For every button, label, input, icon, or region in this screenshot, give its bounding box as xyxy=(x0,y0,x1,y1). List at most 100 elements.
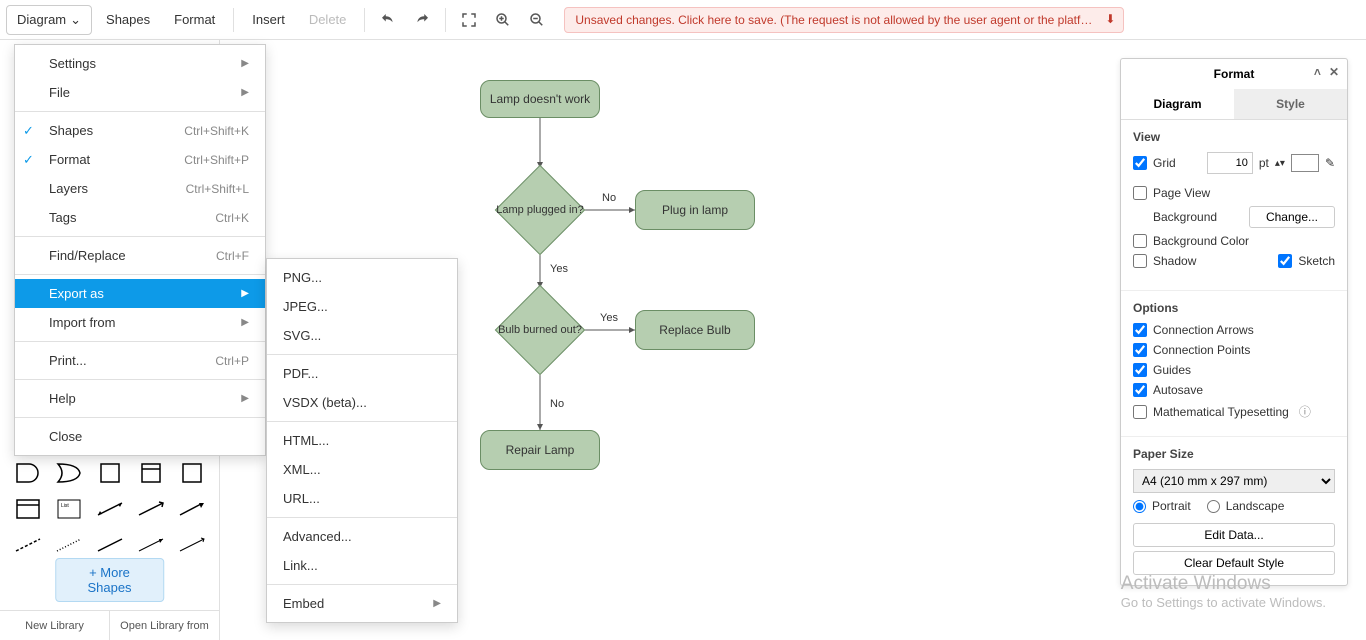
shape-thin-arrow[interactable] xyxy=(133,530,168,560)
pencil-icon[interactable]: ✎ xyxy=(1325,156,1335,170)
open-library-tab[interactable]: Open Library from xyxy=(110,611,220,640)
menu-format[interactable]: Format xyxy=(164,6,225,33)
unsaved-warning[interactable]: Unsaved changes. Click here to save. (Th… xyxy=(564,7,1124,33)
shape-dashed[interactable] xyxy=(10,530,45,560)
diagram-dropdown: Settings▶File▶ ✓ShapesCtrl+Shift+K✓Format… xyxy=(14,44,266,456)
shape-arrow-open[interactable] xyxy=(133,494,168,524)
node-plugin[interactable]: Plug in lamp xyxy=(635,190,755,230)
top-toolbar: Diagram ⌄ Shapes Format Insert Delete Un… xyxy=(0,0,1366,40)
separator xyxy=(364,8,365,32)
node-repair[interactable]: Repair Lamp xyxy=(480,430,600,470)
export-item-vsdx-beta-[interactable]: VSDX (beta)... xyxy=(267,388,457,417)
export-item-url-[interactable]: URL... xyxy=(267,484,457,513)
menu-item-help[interactable]: Help▶ xyxy=(15,384,265,413)
landscape-radio[interactable] xyxy=(1207,500,1220,513)
node-decision-plugged[interactable]: Lamp plugged in? xyxy=(495,165,585,255)
node-replace[interactable]: Replace Bulb xyxy=(635,310,755,350)
zoom-fit-button[interactable] xyxy=(454,5,484,35)
menu-shapes[interactable]: Shapes xyxy=(96,6,160,33)
export-item-pdf-[interactable]: PDF... xyxy=(267,359,457,388)
collapse-icon[interactable]: ˄ xyxy=(1314,65,1321,79)
menu-diagram-label: Diagram xyxy=(17,12,66,27)
export-item-embed[interactable]: Embed▶ xyxy=(267,589,457,618)
shape-thin-arrow2[interactable] xyxy=(174,530,209,560)
connarrows-checkbox[interactable] xyxy=(1133,323,1147,337)
menu-insert[interactable]: Insert xyxy=(242,6,295,33)
export-item-advanced-[interactable]: Advanced... xyxy=(267,522,457,551)
export-item-link-[interactable]: Link... xyxy=(267,551,457,580)
tab-diagram[interactable]: Diagram xyxy=(1121,89,1234,119)
warning-text: Unsaved changes. Click here to save. (Th… xyxy=(575,13,1115,27)
node-start[interactable]: Lamp doesn't work xyxy=(480,80,600,118)
grid-size-input[interactable] xyxy=(1207,152,1253,174)
export-item-svg-[interactable]: SVG... xyxy=(267,321,457,350)
menu-diagram[interactable]: Diagram ⌄ xyxy=(6,5,92,35)
paper-size-select[interactable]: A4 (210 mm x 297 mm) xyxy=(1133,469,1335,493)
export-item-xml-[interactable]: XML... xyxy=(267,455,457,484)
stepper-icon[interactable]: ▴▾ xyxy=(1275,160,1285,167)
view-heading: View xyxy=(1133,130,1335,144)
pageview-checkbox[interactable] xyxy=(1133,186,1147,200)
zoom-out-icon xyxy=(528,11,546,29)
guides-checkbox[interactable] xyxy=(1133,363,1147,377)
menu-item-export-as[interactable]: Export as▶ xyxy=(15,279,265,308)
menu-item-find-replace[interactable]: Find/ReplaceCtrl+F xyxy=(15,241,265,270)
new-library-tab[interactable]: New Library xyxy=(0,611,110,640)
change-bg-button[interactable]: Change... xyxy=(1249,206,1335,228)
separator xyxy=(445,8,446,32)
shape-arrow-filled[interactable] xyxy=(174,494,209,524)
format-panel-title: Format ˄ ✕ xyxy=(1121,59,1347,89)
undo-button[interactable] xyxy=(373,5,403,35)
zoom-out-button[interactable] xyxy=(522,5,552,35)
shape-frame[interactable] xyxy=(174,458,209,488)
menu-delete[interactable]: Delete xyxy=(299,6,357,33)
sketch-checkbox[interactable] xyxy=(1278,254,1292,268)
zoom-in-button[interactable] xyxy=(488,5,518,35)
tab-style[interactable]: Style xyxy=(1234,89,1347,119)
shape-dotted[interactable] xyxy=(51,530,86,560)
menu-item-layers[interactable]: LayersCtrl+Shift+L xyxy=(15,174,265,203)
export-item-jpeg-[interactable]: JPEG... xyxy=(267,292,457,321)
shape-and[interactable] xyxy=(10,458,45,488)
grid-checkbox[interactable] xyxy=(1133,156,1147,170)
bgcolor-checkbox[interactable] xyxy=(1133,234,1147,248)
math-checkbox[interactable] xyxy=(1133,405,1147,419)
shape-arrow-both[interactable] xyxy=(92,494,127,524)
shape-list[interactable]: List xyxy=(51,494,86,524)
close-icon[interactable]: ✕ xyxy=(1329,65,1339,79)
edge-label-no: No xyxy=(602,192,616,204)
node-decision-bulb[interactable]: Bulb burned out? xyxy=(495,285,585,375)
shape-container[interactable] xyxy=(133,458,168,488)
edge-label-yes2: Yes xyxy=(600,312,618,324)
export-item-html-[interactable]: HTML... xyxy=(267,426,457,455)
autosave-checkbox[interactable] xyxy=(1133,383,1147,397)
separator xyxy=(233,8,234,32)
menu-item-file[interactable]: File▶ xyxy=(15,78,265,107)
menu-item-settings[interactable]: Settings▶ xyxy=(15,49,265,78)
download-icon[interactable]: ⬇ xyxy=(1105,12,1115,26)
menu-item-close[interactable]: Close xyxy=(15,422,265,451)
export-item-png-[interactable]: PNG... xyxy=(267,263,457,292)
shape-or[interactable] xyxy=(51,458,86,488)
grid-color[interactable] xyxy=(1291,154,1319,172)
portrait-radio[interactable] xyxy=(1133,500,1146,513)
menu-item-print-[interactable]: Print...Ctrl+P xyxy=(15,346,265,375)
shape-square[interactable] xyxy=(92,458,127,488)
paper-section: Paper Size A4 (210 mm x 297 mm) Portrait… xyxy=(1121,437,1347,585)
menu-item-shapes[interactable]: ✓ShapesCtrl+Shift+K xyxy=(15,116,265,145)
help-icon[interactable]: ⓘ xyxy=(1299,403,1311,420)
menu-item-import-from[interactable]: Import from▶ xyxy=(15,308,265,337)
options-section: Options Connection Arrows Connection Poi… xyxy=(1121,291,1347,437)
edit-data-button[interactable]: Edit Data... xyxy=(1133,523,1335,547)
redo-button[interactable] xyxy=(407,5,437,35)
view-section: View Grid pt ▴▾ ✎ Page View BackgroundCh… xyxy=(1121,120,1347,291)
more-shapes-button[interactable]: + More Shapes xyxy=(55,558,165,602)
clear-style-button[interactable]: Clear Default Style xyxy=(1133,551,1335,575)
shadow-checkbox[interactable] xyxy=(1133,254,1147,268)
menu-item-format[interactable]: ✓FormatCtrl+Shift+P xyxy=(15,145,265,174)
shape-line[interactable] xyxy=(92,530,127,560)
shape-window[interactable] xyxy=(10,494,45,524)
connpoints-checkbox[interactable] xyxy=(1133,343,1147,357)
menu-item-tags[interactable]: TagsCtrl+K xyxy=(15,203,265,232)
paper-heading: Paper Size xyxy=(1133,447,1335,461)
